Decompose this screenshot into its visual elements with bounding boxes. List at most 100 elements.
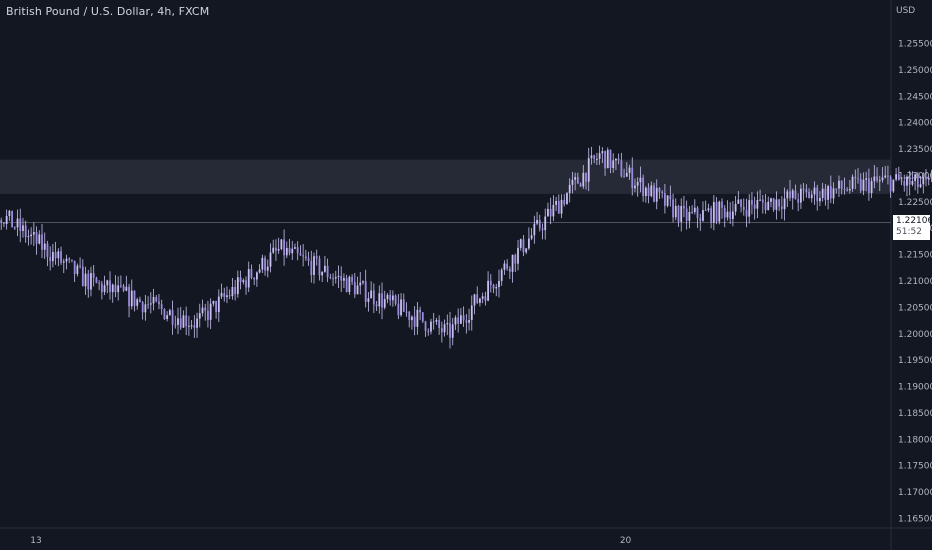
candle-countdown: 51:52 [896,227,922,237]
candle-body [345,278,348,293]
y-tick-label: 1.25500 [898,40,932,50]
candle-body [291,248,294,254]
candle-body [351,276,353,282]
candle-body [867,178,870,194]
candle-body [465,320,468,323]
candle-body [430,321,432,332]
candle-body [704,210,707,212]
candle-body [378,293,381,307]
candle-body [650,185,653,197]
candle-body [261,257,264,270]
candle-body [878,180,881,182]
candle-body [718,201,721,222]
candle-body [748,200,751,217]
candle-body [770,198,772,202]
candle-body [432,321,435,323]
candle-body [563,199,566,205]
candle-body [508,268,511,272]
candle-body [3,222,5,224]
candle-body [778,199,781,207]
candle-body [269,252,272,267]
candle-body [862,179,865,191]
candle-body [500,269,503,281]
candle-body [623,176,625,178]
candle-body [160,304,163,310]
candle-body [239,277,242,283]
candle-body [574,177,577,180]
candle-body [808,191,810,199]
candle-body [389,294,392,301]
candle-body [402,299,405,312]
candle-body [435,319,438,322]
candle-body [566,193,568,205]
candle-body [54,252,57,259]
candle-body [117,285,120,293]
candle-body [152,297,155,304]
candle-body [468,319,470,323]
candle-body [43,243,46,250]
candle-body [889,176,892,192]
candle-body [644,187,647,197]
candle-body [555,200,557,205]
candle-body [533,223,536,236]
candle-body [503,263,506,270]
candle-body [457,317,460,324]
candle-body [277,249,280,251]
chart-title: British Pound / U.S. Dollar, 4h, FXCM [6,5,210,18]
candle-body [84,273,87,287]
candle-body [473,294,476,306]
candle-body [391,295,394,301]
candle-body [299,253,302,256]
candle-body [810,194,813,199]
candle-body [647,187,650,197]
candle-body [530,235,533,239]
candle-body [187,325,190,327]
candle-body [557,200,560,214]
candle-body [288,247,291,254]
candle-body [702,210,704,221]
candle-body [794,190,797,200]
candle-body [32,232,35,235]
candle-body [495,287,498,289]
candle-body [663,192,666,206]
y-tick-label: 1.23500 [898,145,932,155]
candle-body [821,188,824,198]
candle-body [873,176,876,182]
candle-body [674,205,677,218]
candle-body [870,181,873,194]
candle-body [541,228,544,231]
candle-body [310,260,313,275]
candle-body [236,277,239,295]
candle-body [851,176,854,189]
candle-body [772,198,775,210]
candle-body [824,188,827,200]
candle-body [147,304,149,306]
candle-body [372,290,375,305]
candle-body [212,301,215,304]
candle-body [881,177,884,181]
candle-body [231,287,234,297]
candle-body [446,323,449,325]
candle-body [547,208,549,217]
candle-body [155,297,158,302]
candle-body [628,167,631,173]
y-tick-label: 1.18500 [898,409,932,419]
current-price-tag: 1.22106 51:52 [893,215,932,240]
candle-body [332,278,334,280]
candle-body [715,202,718,222]
candle-body [158,301,160,305]
candle-body [615,158,617,161]
x-tick-label: 20 [620,536,632,546]
candle-body [598,153,601,159]
candle-body [827,186,829,200]
candle-body [348,276,351,293]
candle-body [57,251,60,259]
candle-body [340,275,343,281]
candle-body [49,256,52,262]
candle-body [370,290,373,299]
candle-body [397,303,400,316]
candle-body [451,324,454,338]
candle-body [193,325,196,328]
candle-body [683,205,685,209]
